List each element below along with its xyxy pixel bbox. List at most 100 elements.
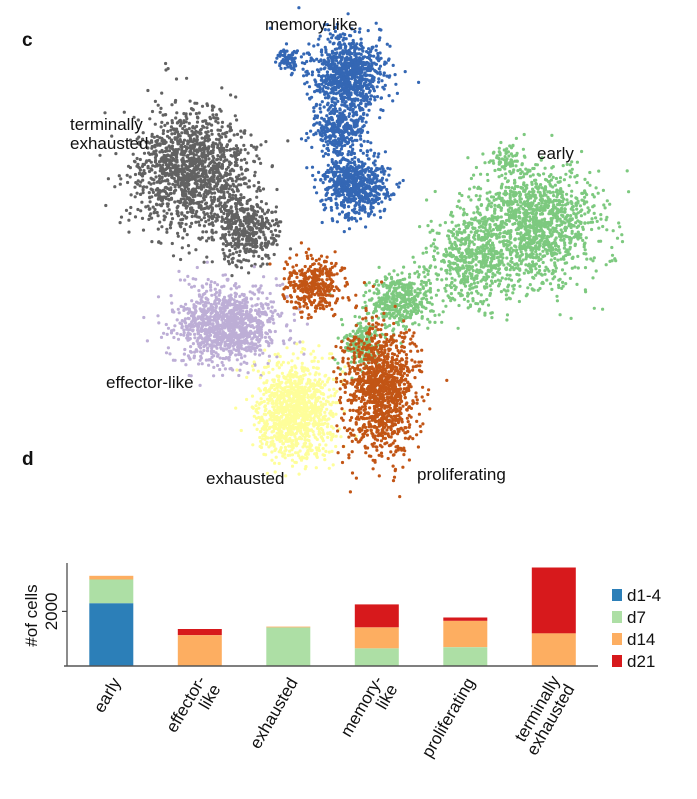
umap-point [305, 73, 309, 77]
umap-point [236, 189, 240, 193]
umap-point [373, 98, 377, 102]
umap-point [547, 248, 551, 252]
umap-point [349, 44, 353, 48]
umap-point [133, 172, 138, 177]
umap-point [362, 124, 366, 128]
umap-point [594, 216, 598, 220]
umap-point [133, 215, 138, 219]
umap-point [323, 177, 327, 181]
umap-point [513, 221, 517, 226]
umap-point [547, 212, 551, 216]
umap-point [214, 142, 218, 146]
umap-point [479, 187, 483, 191]
umap-point [326, 53, 331, 57]
umap-point [220, 86, 224, 90]
umap-point [385, 42, 389, 46]
umap-point [374, 197, 378, 201]
umap-point [324, 198, 328, 202]
umap-point [247, 179, 251, 183]
umap-point [156, 103, 160, 107]
umap-point [315, 191, 319, 195]
umap-point [394, 82, 398, 86]
umap-point [627, 190, 631, 194]
umap-point [136, 182, 140, 186]
umap-point [347, 227, 352, 231]
umap-point [254, 241, 259, 245]
umap-point [236, 199, 241, 203]
umap-point [264, 237, 268, 242]
umap-point [346, 152, 350, 156]
umap-point [534, 235, 538, 239]
umap-point [553, 205, 557, 209]
umap-point [190, 133, 194, 137]
umap-point [209, 117, 213, 121]
umap-point [302, 74, 306, 78]
umap-point [230, 188, 234, 192]
umap-point [238, 151, 242, 155]
umap-point [219, 236, 223, 240]
umap-point [187, 251, 191, 255]
umap-point [255, 226, 259, 230]
umap-point [516, 263, 520, 267]
umap-point [226, 165, 230, 169]
umap-point [561, 214, 565, 218]
umap-point [403, 70, 407, 74]
umap-point [167, 173, 171, 177]
umap-point [353, 76, 357, 80]
umap-point [340, 69, 344, 73]
umap-point [467, 195, 471, 199]
umap-point [229, 93, 233, 97]
umap-point [234, 161, 238, 165]
umap-point [279, 66, 283, 71]
umap-point [129, 193, 133, 197]
umap-point [557, 283, 561, 287]
umap-point [515, 218, 519, 222]
umap-point [246, 199, 250, 203]
umap-point [274, 210, 278, 214]
umap-point [570, 229, 574, 233]
umap-point [165, 230, 169, 234]
umap-point [339, 147, 343, 151]
umap-point [230, 154, 234, 158]
umap-point [466, 156, 470, 160]
umap-point [209, 195, 213, 199]
umap-point [469, 230, 473, 234]
umap-point [340, 51, 344, 55]
umap-point [564, 282, 568, 286]
umap-point [273, 228, 278, 232]
umap-point [286, 65, 290, 69]
umap-point [342, 230, 346, 234]
umap-point [220, 204, 224, 208]
umap-point [147, 191, 151, 195]
umap-point [379, 96, 383, 100]
umap-point [106, 177, 110, 181]
umap-point [103, 111, 107, 115]
umap-point [205, 255, 209, 259]
umap-point [321, 87, 325, 91]
umap-point [155, 211, 159, 215]
umap-point [186, 168, 190, 172]
umap-point [585, 193, 589, 197]
umap-point [234, 179, 238, 183]
umap-point [203, 177, 207, 181]
umap-point [558, 201, 562, 205]
umap-point [363, 61, 367, 65]
umap-point [340, 131, 344, 135]
umap-point [176, 130, 180, 134]
umap-point [337, 143, 341, 147]
umap-point [377, 192, 381, 196]
umap-point [153, 164, 157, 168]
umap-point [365, 149, 369, 153]
umap-point [334, 78, 338, 82]
umap-point [197, 236, 201, 240]
umap-point [139, 180, 143, 184]
umap-point [341, 193, 345, 197]
umap-point [183, 160, 187, 164]
umap-point [340, 117, 344, 121]
umap-point [239, 158, 243, 162]
umap-point [171, 164, 175, 168]
umap-point [357, 176, 362, 180]
umap-point [266, 242, 270, 246]
umap-point [257, 254, 261, 258]
umap-point [169, 125, 173, 129]
